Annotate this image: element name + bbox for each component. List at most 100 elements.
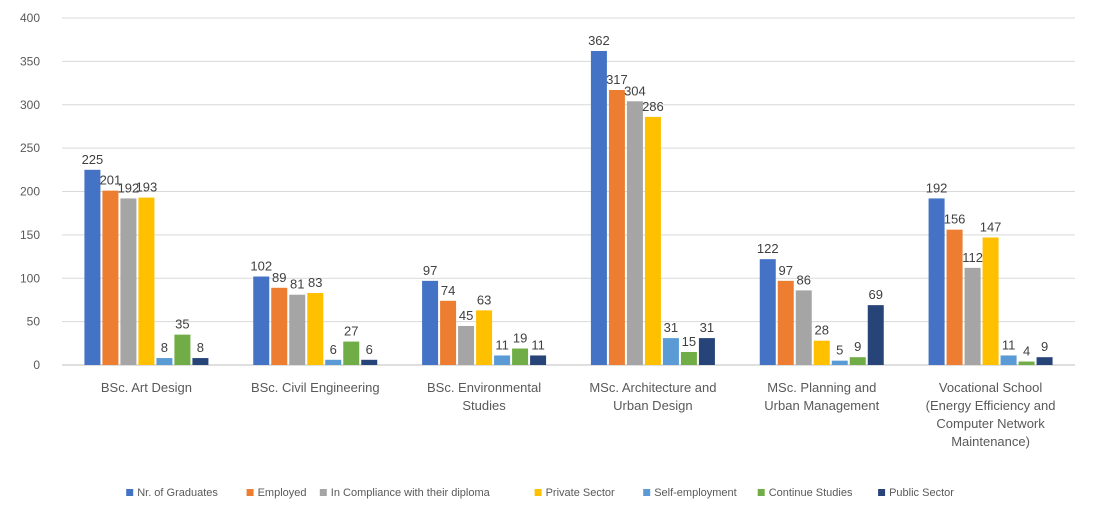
data-label: 31 xyxy=(664,320,678,335)
bar-series-6-cat-4 xyxy=(867,305,884,365)
data-label: 97 xyxy=(423,263,437,278)
bar-series-1-cat-4 xyxy=(777,280,794,365)
bar-series-0-cat-0 xyxy=(84,169,101,365)
bar-series-3-cat-2 xyxy=(476,310,493,365)
bar-series-3-cat-5 xyxy=(982,237,999,365)
data-label: 28 xyxy=(815,323,829,338)
bar-series-0-cat-4 xyxy=(759,259,776,365)
legend-swatch-3 xyxy=(534,489,542,496)
bar-series-1-cat-5 xyxy=(946,229,963,365)
category-label: Studies xyxy=(462,398,506,413)
data-label: 86 xyxy=(797,272,811,287)
y-tick-label: 350 xyxy=(20,54,40,68)
data-label: 89 xyxy=(272,270,286,285)
data-label: 35 xyxy=(175,317,189,332)
bar-series-0-cat-3 xyxy=(590,50,607,366)
bar-layer xyxy=(84,50,1053,366)
data-label: 19 xyxy=(513,331,527,346)
category-label: BSc. Civil Engineering xyxy=(251,380,380,395)
legend-label-0: Nr. of Graduates xyxy=(137,487,218,499)
data-label: 317 xyxy=(606,72,628,87)
y-tick-label: 200 xyxy=(20,185,40,199)
bar-series-2-cat-5 xyxy=(964,267,981,365)
data-label: 225 xyxy=(82,152,104,167)
data-label: 193 xyxy=(136,180,158,195)
bar-series-5-cat-2 xyxy=(512,348,529,365)
data-label: 6 xyxy=(366,342,373,357)
data-label: 15 xyxy=(682,334,696,349)
bar-series-2-cat-2 xyxy=(458,325,475,365)
bar-series-3-cat-0 xyxy=(138,197,155,365)
bar-series-5-cat-0 xyxy=(174,334,191,365)
data-label: 27 xyxy=(344,324,358,339)
y-tick-label: 300 xyxy=(20,98,40,112)
legend-label-6: Public Sector xyxy=(889,487,954,499)
data-label: 97 xyxy=(779,263,793,278)
y-tick-label: 400 xyxy=(20,11,40,25)
data-label: 304 xyxy=(624,83,646,98)
category-label: MSc. Planning and xyxy=(767,380,876,395)
bar-series-6-cat-3 xyxy=(698,338,715,365)
data-label: 192 xyxy=(926,180,948,195)
bar-series-5-cat-1 xyxy=(343,341,360,365)
bar-series-4-cat-4 xyxy=(831,360,848,365)
bar-series-4-cat-0 xyxy=(156,358,173,365)
bar-series-1-cat-0 xyxy=(102,190,119,365)
bar-series-6-cat-2 xyxy=(530,355,547,365)
bar-series-6-cat-1 xyxy=(361,359,378,365)
category-label: Urban Design xyxy=(613,398,693,413)
data-label: 4 xyxy=(1023,344,1030,359)
y-tick-label: 250 xyxy=(20,141,40,155)
legend-swatch-5 xyxy=(757,489,765,496)
category-label: MSc. Architecture and xyxy=(589,380,716,395)
bar-series-4-cat-2 xyxy=(494,355,511,365)
legend-swatch-1 xyxy=(246,489,254,496)
data-label: 31 xyxy=(700,320,714,335)
data-label: 11 xyxy=(531,337,545,352)
legend-label-2: In Compliance with their diploma xyxy=(331,487,491,499)
legend-swatch-0 xyxy=(126,489,134,496)
data-label: 9 xyxy=(1041,339,1048,354)
data-label: 74 xyxy=(441,283,455,298)
y-tick-label: 0 xyxy=(33,358,40,372)
data-label: 6 xyxy=(330,342,337,357)
bar-series-3-cat-3 xyxy=(644,116,661,366)
data-label: 147 xyxy=(980,219,1002,234)
grid-layer: 0 50 100 150 200 250 300 350 400 xyxy=(20,11,1075,372)
legend-swatch-2 xyxy=(319,489,327,496)
bar-series-4-cat-1 xyxy=(325,359,342,365)
bar-series-5-cat-3 xyxy=(680,351,697,365)
data-label: 362 xyxy=(588,33,610,48)
bar-series-2-cat-0 xyxy=(120,198,137,365)
data-label: 11 xyxy=(495,337,509,352)
bar-series-2-cat-4 xyxy=(795,290,812,365)
bar-series-2-cat-1 xyxy=(289,294,306,365)
legend-label-4: Self-employment xyxy=(654,487,737,499)
category-label: BSc. Art Design xyxy=(101,380,192,395)
data-label: 45 xyxy=(459,308,473,323)
data-label: 122 xyxy=(757,241,779,256)
category-label: Urban Management xyxy=(764,398,879,413)
bar-series-5-cat-5 xyxy=(1018,361,1035,365)
category-label: Maintenance) xyxy=(951,434,1030,449)
data-label: 156 xyxy=(944,212,966,227)
data-label: 192 xyxy=(118,180,140,195)
bar-series-1-cat-1 xyxy=(271,287,288,365)
bar-series-0-cat-2 xyxy=(422,280,439,365)
legend-swatch-6 xyxy=(878,489,886,496)
legend-label-3: Private Sector xyxy=(546,487,615,499)
bar-series-1-cat-2 xyxy=(440,300,457,365)
data-label: 112 xyxy=(962,250,983,265)
bar-series-0-cat-5 xyxy=(928,198,945,365)
data-label: 11 xyxy=(1002,337,1016,352)
category-label-layer: BSc. Art Design BSc. Civil Engineering BSc… xyxy=(101,380,1056,449)
bar-series-1-cat-3 xyxy=(608,90,625,365)
category-label: BSc. Environmental xyxy=(427,380,541,395)
legend-label-1: Employed xyxy=(258,487,307,499)
data-label: 81 xyxy=(290,277,304,292)
bar-series-2-cat-3 xyxy=(626,101,643,365)
legend-label-5: Continue Studies xyxy=(769,487,853,499)
